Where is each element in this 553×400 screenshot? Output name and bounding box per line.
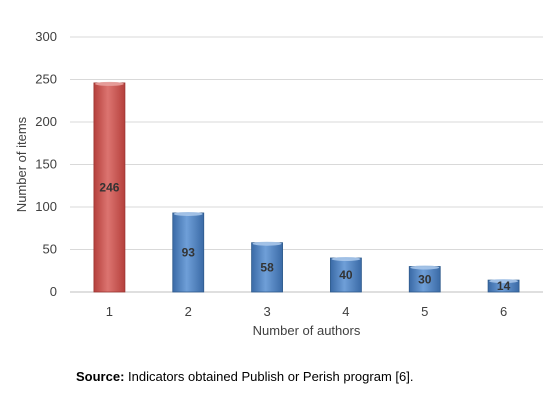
- y-tick-label: 0: [50, 284, 57, 299]
- bar-group: 14: [487, 279, 520, 293]
- x-tick-label: 5: [421, 304, 428, 319]
- y-tick-label: 100: [35, 199, 57, 214]
- x-tick-label: 6: [500, 304, 507, 319]
- data-label: 30: [418, 272, 432, 286]
- x-tick-label: 2: [185, 304, 192, 319]
- data-label: 14: [497, 279, 511, 293]
- source-note: Source: Indicators obtained Publish or P…: [76, 369, 413, 384]
- bar: [93, 82, 126, 293]
- bar-group: 93: [172, 211, 205, 293]
- bar-group: 246: [93, 81, 126, 293]
- bar-top-highlight: [331, 257, 361, 261]
- data-label: 40: [339, 268, 353, 282]
- bar-top-highlight: [489, 279, 519, 284]
- data-label: 58: [260, 260, 274, 274]
- bar: [251, 242, 283, 293]
- x-axis-title: Number of authors: [253, 323, 361, 338]
- x-tick-label: 3: [263, 304, 270, 319]
- x-axis-ticks: 1 2 3 4 5 6: [106, 304, 507, 319]
- x-tick-label: 4: [342, 304, 349, 319]
- data-label: 93: [182, 245, 196, 259]
- bar-top-highlight: [94, 81, 124, 86]
- bar: [408, 266, 441, 293]
- gridlines: [70, 36, 543, 293]
- bar-group: 58: [251, 241, 283, 293]
- y-tick-label: 150: [35, 157, 57, 172]
- bars: 246 93 58 40 30 14: [93, 81, 520, 293]
- bar: [330, 257, 362, 293]
- bar-group: 40: [330, 257, 362, 293]
- bar-top-highlight: [252, 241, 282, 246]
- y-axis-title: Number of items: [14, 116, 29, 212]
- source-text: Indicators obtained Publish or Perish pr…: [124, 369, 414, 384]
- y-tick-label: 250: [35, 72, 57, 87]
- y-tick-label: 50: [43, 242, 57, 257]
- bar-top-highlight: [410, 265, 440, 270]
- bar-top-highlight: [173, 211, 203, 216]
- data-label: 246: [99, 180, 119, 194]
- bar: [172, 212, 205, 293]
- bar-group: 30: [408, 265, 441, 293]
- y-tick-label: 300: [35, 29, 57, 44]
- source-label: Source:: [76, 369, 125, 384]
- x-tick-label: 1: [106, 304, 113, 319]
- y-tick-label: 200: [35, 114, 57, 129]
- y-axis-ticks: 0 50 100 150 200 250 300: [35, 29, 57, 299]
